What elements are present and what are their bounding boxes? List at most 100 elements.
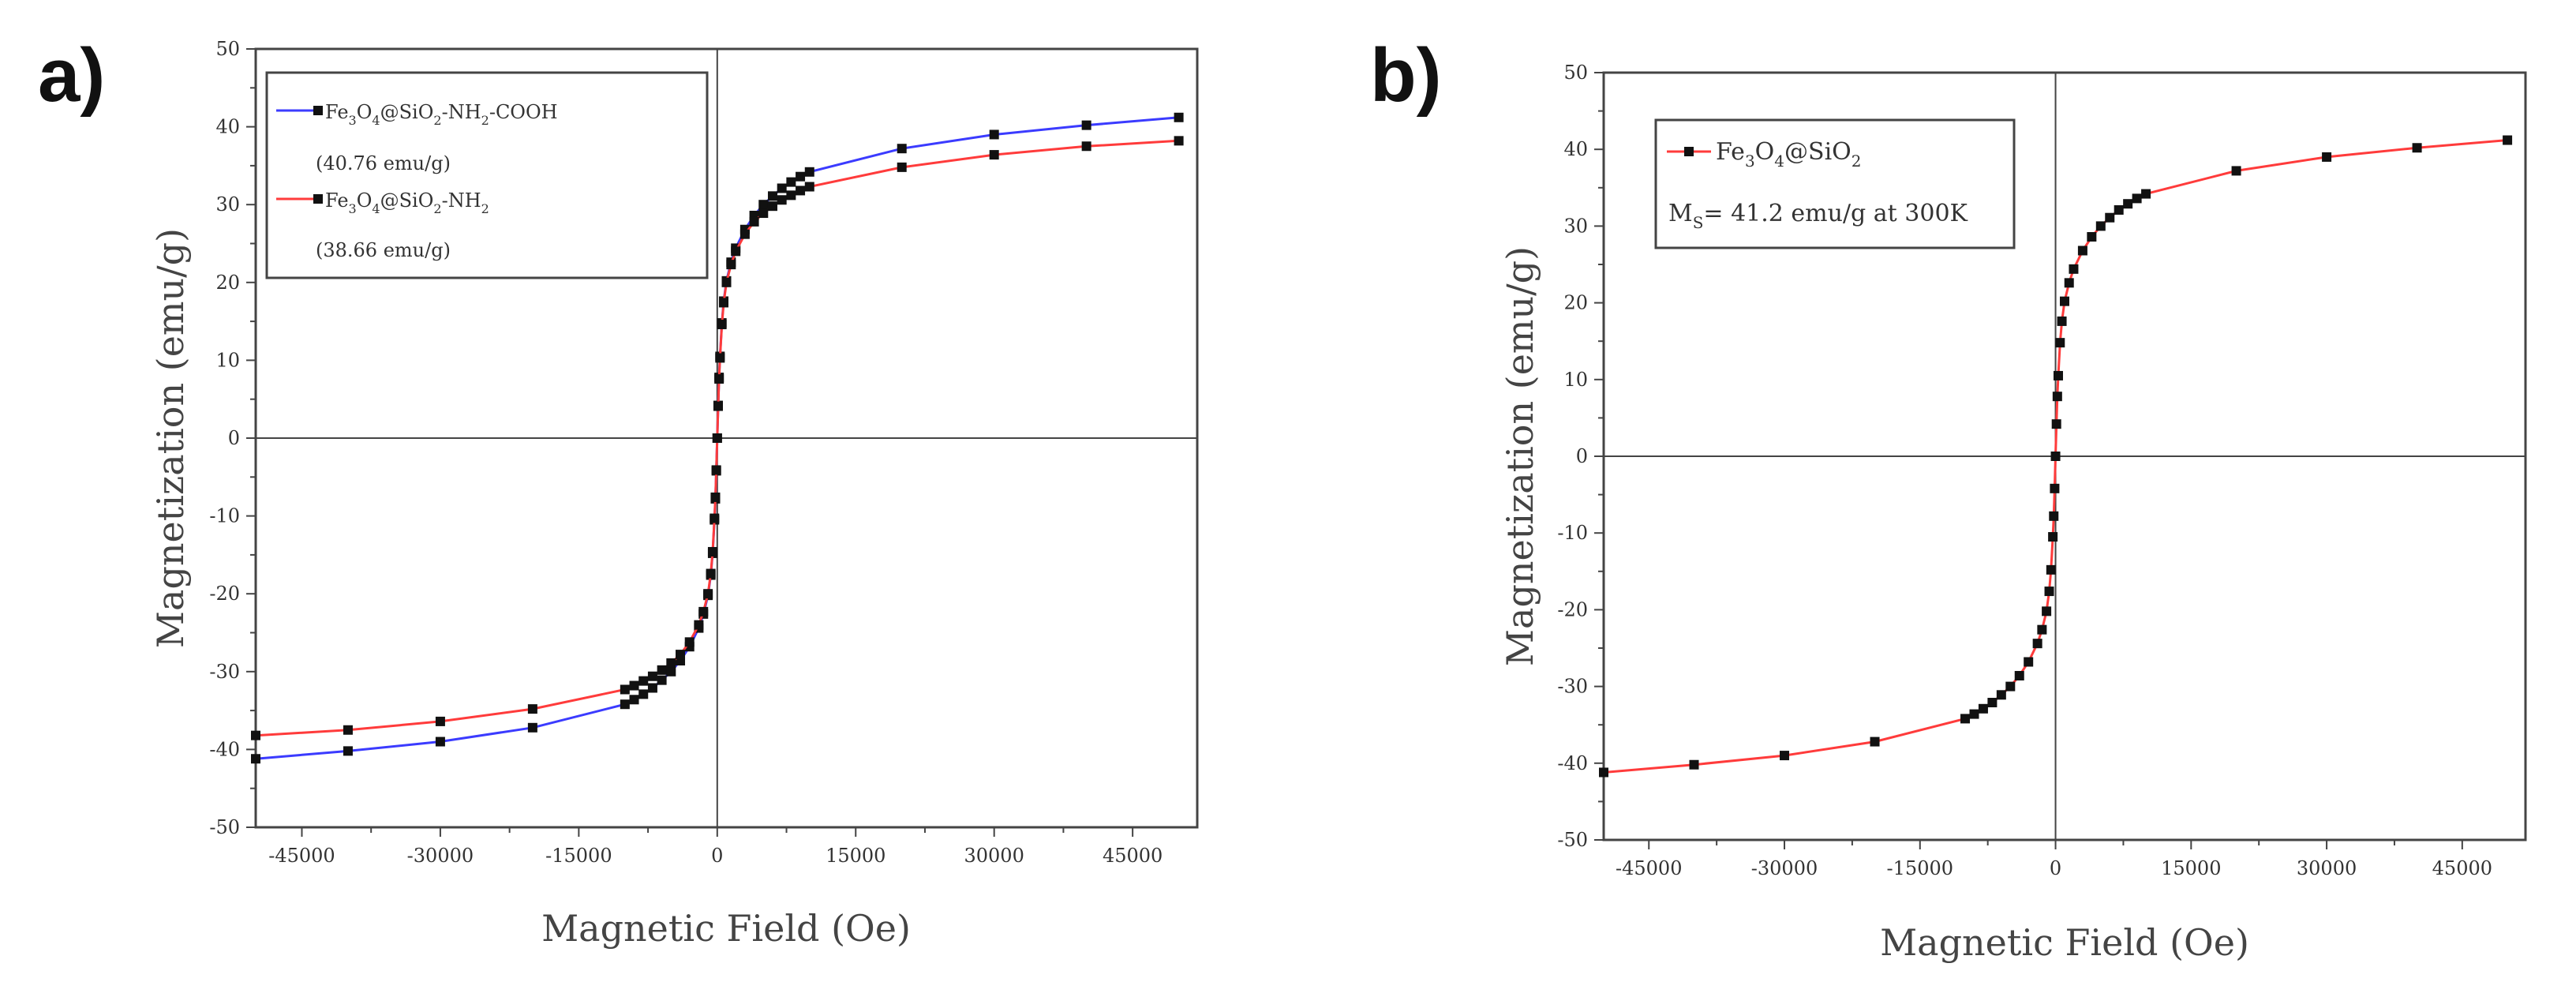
panel-b-series-1-point (2005, 681, 2016, 692)
panel-b-x-tick-label: -15000 (1887, 857, 1953, 879)
panel-b-series-1-point (2105, 212, 2115, 223)
panel-a-series-2-point (251, 730, 260, 740)
panel-b-x-tick-label: 30000 (2297, 857, 2357, 879)
panel-a-series-1-point (620, 699, 630, 710)
panel-a-series-2-point (629, 680, 639, 691)
panel-b-x-tick-label: 0 (2050, 857, 2061, 879)
panel-a-series-1-point (786, 177, 796, 187)
panel-b-y-tick-label: 40 (1563, 138, 1588, 160)
panel-a-x-axis-title: Magnetic Field (Oe) (541, 907, 911, 950)
panel-a-series-1-point (647, 683, 657, 693)
panel-a-series-1-point (638, 689, 649, 699)
panel-a-series-2-point (647, 671, 657, 681)
panel-a-series-2-point (717, 320, 727, 330)
panel-a-series-2-point (714, 374, 724, 384)
panel-b-y-tick-label: 0 (1576, 445, 1588, 467)
panel-a-series-2-point (706, 568, 716, 579)
panel-b-x-axis-title: Magnetic Field (Oe) (1880, 921, 2249, 964)
panel-b-series-1-point (2057, 316, 2067, 326)
panel-a-series-2-point (989, 150, 999, 160)
panel-b-series-1-point (1780, 751, 1790, 761)
panel-b-x-tick-label: 45000 (2432, 857, 2492, 879)
panel-a-series-1-point (666, 666, 676, 677)
panel-b-series-1-point (2037, 624, 2047, 635)
panel-b-series-1-point (2114, 204, 2124, 215)
panel-a-series-1-point (1081, 120, 1091, 130)
panel-a-series-1-point (989, 129, 999, 140)
panel-a-series-2-point (698, 606, 709, 617)
panel-a-series-2-point (684, 637, 695, 647)
panel-a-series-2-point (703, 589, 713, 599)
panel-a-series-2-point (767, 201, 777, 212)
panel-b-series-1-point (2044, 587, 2054, 597)
panel-b-series-1-point (2055, 338, 2065, 348)
panel-a-series-2-point (758, 208, 769, 219)
panel-a-series-2-point (721, 277, 732, 287)
panel-a-series-2-point (897, 162, 907, 172)
panel-a-series-1-point (767, 191, 777, 201)
panel-a-series-2-point (715, 353, 725, 363)
panel-b-legend-label-1: Fe3O4@SiO2 (1716, 138, 1862, 171)
panel-b-series-1-point (2123, 199, 2133, 209)
panel-a-label: a) (38, 33, 105, 118)
panel-b-series-1-point (2322, 152, 2332, 162)
panel-a-chart: a) -45000 -30000 -15000 0 15000 30000 45000 -50… (38, 33, 1199, 950)
panel-a-legend-note-2: (38.66 emu/g) (316, 239, 451, 261)
panel-a-series-2-point (435, 716, 445, 726)
panel-b-series-1-point (2014, 670, 2024, 680)
panel-a-series-1-point (796, 171, 806, 182)
panel-a-x-tick-label: -45000 (268, 845, 335, 867)
panel-a-legend-label-2: Fe3O4@SiO2-NH2 (325, 189, 489, 216)
panel-a-y-tick-label: -30 (209, 661, 240, 683)
panel-b-series-1-point (2231, 166, 2241, 176)
panel-a-series-2-point (707, 546, 717, 557)
panel-a-legend-marker-2 (313, 194, 323, 204)
panel-a-series-2-point (676, 650, 686, 660)
panel-a-x-tick-label: 15000 (826, 845, 886, 867)
panel-a-y-tick-label: 20 (215, 272, 240, 294)
panel-b-series-1-point (1969, 709, 1979, 719)
panel-b-legend-note-1: MS= 41.2 emu/g at 300K (1668, 200, 1968, 232)
panel-b-y-tick-label: 20 (1563, 292, 1588, 314)
panel-b-series-1-point (2048, 532, 2058, 542)
panel-b-legend-box (1654, 118, 2016, 249)
panel-a-series-2-point (796, 186, 806, 196)
panel-a-series-1-point (1174, 112, 1184, 122)
panel-a-y-axis-title: Magnetization (emu/g) (149, 228, 192, 648)
panel-b-ticks: -45000 -30000 -15000 0 15000 30000 45000 -50 -40… (1557, 62, 2492, 879)
panel-b-series-1-point (2050, 452, 2061, 461)
panel-a-series-1-point (527, 722, 537, 733)
panel-a-series-2-point (710, 513, 720, 523)
panel-b-series-1-point (1987, 698, 1998, 708)
panel-a-series-2-point (666, 658, 676, 668)
panel-a-series-2-point (726, 260, 736, 270)
panel-b-y-tick-label: 30 (1563, 215, 1588, 237)
panel-b-y-tick-label: -10 (1557, 522, 1588, 544)
panel-a-series-2-point (713, 401, 723, 411)
panel-b-series-1-point (2042, 606, 2052, 617)
panel-b-series-1-point (2049, 511, 2059, 521)
panel-b-y-tick-label: -50 (1557, 829, 1588, 851)
panel-a-series-2-point (710, 492, 721, 502)
panel-a-series-1-point (629, 695, 639, 705)
panel-a-series-2-point (731, 246, 741, 257)
panel-b-series-1-point (2053, 370, 2063, 380)
panel-a-x-tick-label: 0 (711, 845, 723, 867)
panel-b-x-tick-label: -30000 (1751, 857, 1818, 879)
panel-a-legend-marker-1 (313, 106, 323, 115)
panel-b-series-1-point (2087, 232, 2097, 242)
panel-a-y-tick-label: 30 (215, 193, 240, 216)
panel-b-series-1-point (2024, 657, 2034, 667)
panel-b-series-1-point (2095, 221, 2106, 231)
panel-a-series-1-point (435, 736, 445, 747)
panel-a-x-tick-label: -15000 (545, 845, 612, 867)
panel-a-series-1-point (804, 167, 814, 177)
panel-a-series-1-point (777, 183, 787, 193)
panel-b-series-1-point (2052, 392, 2062, 402)
panel-a-series-2-point (527, 704, 537, 714)
panel-a-legend-label-1: Fe3O4@SiO2-NH2-COOH (325, 101, 558, 128)
panel-a-y-tick-label: -20 (209, 583, 240, 605)
panel-a-series-2-point (1174, 136, 1184, 146)
panel-a-series-2-point (638, 676, 649, 686)
panel-a-y-tick-label: 0 (228, 427, 240, 449)
